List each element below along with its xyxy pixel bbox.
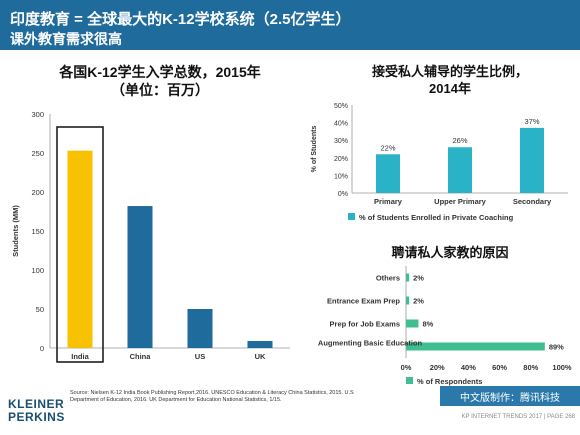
x-tick-label: Primary <box>374 197 403 206</box>
bar-uk <box>247 340 273 348</box>
x-tick-label: Secondary <box>513 197 552 206</box>
bar-india <box>67 150 93 348</box>
x-tick-label: India <box>71 352 89 361</box>
bar-secondary <box>520 127 544 193</box>
y-tick-label: 300 <box>31 110 44 119</box>
y-tick-label: 40% <box>334 121 348 128</box>
y-tick-label: Others <box>376 274 400 283</box>
enrollment-chart-title-line2: （单位：百万） <box>111 82 209 98</box>
logo-line2: PERKINS <box>8 410 65 424</box>
bar-upper-primary <box>448 147 472 193</box>
x-tick-label: 40% <box>461 363 476 372</box>
x-tick-label: 60% <box>492 363 507 372</box>
page-subtitle: 课外教育需求很高 <box>10 31 122 47</box>
bar-entrance-exam-prep <box>406 296 410 305</box>
x-tick-label: China <box>130 352 152 361</box>
data-label: 89% <box>549 343 564 352</box>
legend-swatch <box>348 213 355 220</box>
y-axis-title: % of Students <box>311 126 318 173</box>
coaching-bar-chart: 0% 10% 20% 30% 40% 50% % of Students 22% Primary… <box>311 103 568 222</box>
legend-label: % of Students Enrolled in Private Coachi… <box>359 213 514 222</box>
x-tick-label: Upper Primary <box>434 197 487 206</box>
y-tick-label: 50 <box>36 305 44 314</box>
coaching-chart-title-line1: 接受私人辅导的学生比例， <box>371 64 528 79</box>
data-label: 2% <box>413 297 424 306</box>
y-tick-label: 30% <box>334 138 348 145</box>
y-tick-label: 100 <box>31 266 44 275</box>
y-axis-title: Students (MM) <box>11 205 20 257</box>
reasons-bar-chart: 2% Others 2% Entrance Exam Prep 8% Prep for J… <box>318 266 572 386</box>
reasons-chart-title: 聘请私人家教的原因 <box>391 245 509 260</box>
data-label: 26% <box>452 136 467 145</box>
y-tick-label: 20% <box>334 156 348 163</box>
x-tick-label: 0% <box>401 363 412 372</box>
logo-line1: KLEINER <box>8 397 65 411</box>
data-label: 37% <box>524 117 539 126</box>
enrollment-bar-chart: 0 50 100 150 200 250 300 Students (MM) India Chin… <box>11 110 290 363</box>
bar-others <box>406 273 410 282</box>
header-banner: 印度教育 = 全球最大的K-12学校系统（2.5亿学生） 课外教育需求很高 <box>0 0 580 50</box>
india-highlight-box <box>56 126 104 363</box>
enrollment-chart-title-line1: 各国K-12学生入学总数，2015年 <box>59 64 261 80</box>
y-tick-label: 50% <box>334 103 348 110</box>
page-title: 印度教育 = 全球最大的K-12学校系统（2.5亿学生） <box>10 11 351 28</box>
data-label: 2% <box>413 274 424 283</box>
kleiner-perkins-logo: KLEINER PERKINS <box>8 398 65 424</box>
x-tick-label: UK <box>255 352 266 361</box>
y-tick-label: Augmenting Basic Education <box>318 339 423 348</box>
x-tick-label: 80% <box>523 363 538 372</box>
enrollment-chart-title: 各国K-12学生入学总数，2015年 （单位：百万） <box>20 63 300 99</box>
legend-label: % of Respondents <box>417 377 482 386</box>
y-tick-label: 150 <box>31 227 44 236</box>
y-tick-label: 0% <box>338 191 348 198</box>
bar-china <box>127 206 153 348</box>
x-tick-label: US <box>195 352 205 361</box>
y-tick-label: 200 <box>31 188 44 197</box>
y-tick-label: Entrance Exam Prep <box>327 297 400 306</box>
bar-us <box>187 309 213 348</box>
x-tick-label: 100% <box>552 363 572 372</box>
y-tick-label: Prep for Job Exams <box>330 320 400 329</box>
translation-credit: 中文版制作：腾讯科技 <box>460 392 560 404</box>
y-tick-label: 250 <box>31 149 44 158</box>
translation-credit-bar: 中文版制作：腾讯科技 <box>440 386 580 406</box>
x-tick-label: 20% <box>430 363 445 372</box>
page-footer: KP INTERNET TRENDS 2017 | PAGE 268 <box>461 414 576 420</box>
bar-augmenting-basic-education <box>406 342 545 351</box>
bar-prep-for-job-exams <box>406 319 419 328</box>
legend-swatch <box>406 377 413 384</box>
bar-primary <box>376 154 400 193</box>
data-label: 8% <box>422 320 433 329</box>
coaching-chart-title: 接受私人辅导的学生比例， 2014年 <box>330 63 570 97</box>
source-note: Source: Nielsen K-12 India Book Publishi… <box>70 390 354 403</box>
data-label: 22% <box>380 143 395 152</box>
y-tick-label: 10% <box>334 173 348 180</box>
coaching-chart-title-line2: 2014年 <box>429 81 471 96</box>
y-tick-label: 0 <box>40 344 44 353</box>
